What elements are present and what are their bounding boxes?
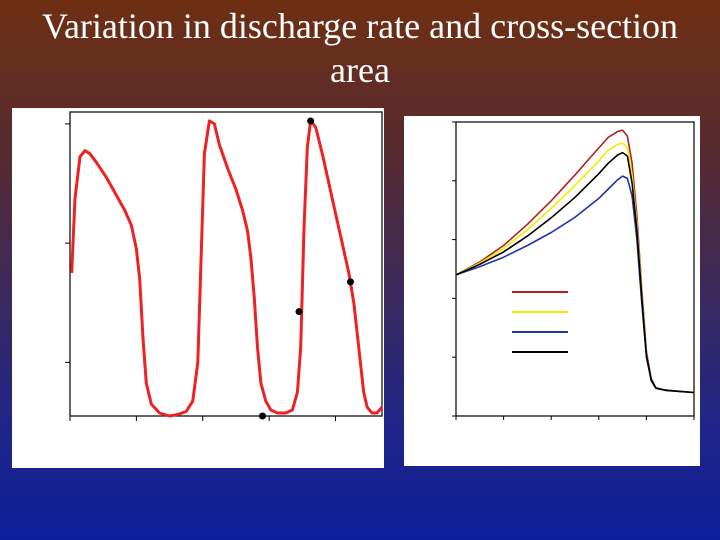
series-b-line — [455, 142, 695, 394]
slide-title: Variation in discharge rate and cross-se… — [41, 6, 679, 90]
cross-section-chart-panel — [404, 116, 700, 466]
point-b-marker — [295, 308, 303, 316]
discharge-chart-panel — [12, 108, 384, 468]
plot-frame — [69, 111, 383, 417]
point-c-marker — [307, 117, 315, 125]
point-a-marker — [259, 412, 267, 420]
plot-frame — [455, 121, 695, 417]
point-d-marker — [346, 278, 354, 286]
series-c-line — [455, 175, 695, 394]
discharge-rate-chart — [65, 111, 384, 421]
cross-section-area-chart — [452, 121, 695, 420]
series-d-line — [455, 151, 695, 394]
discharge-series-line — [70, 119, 384, 418]
